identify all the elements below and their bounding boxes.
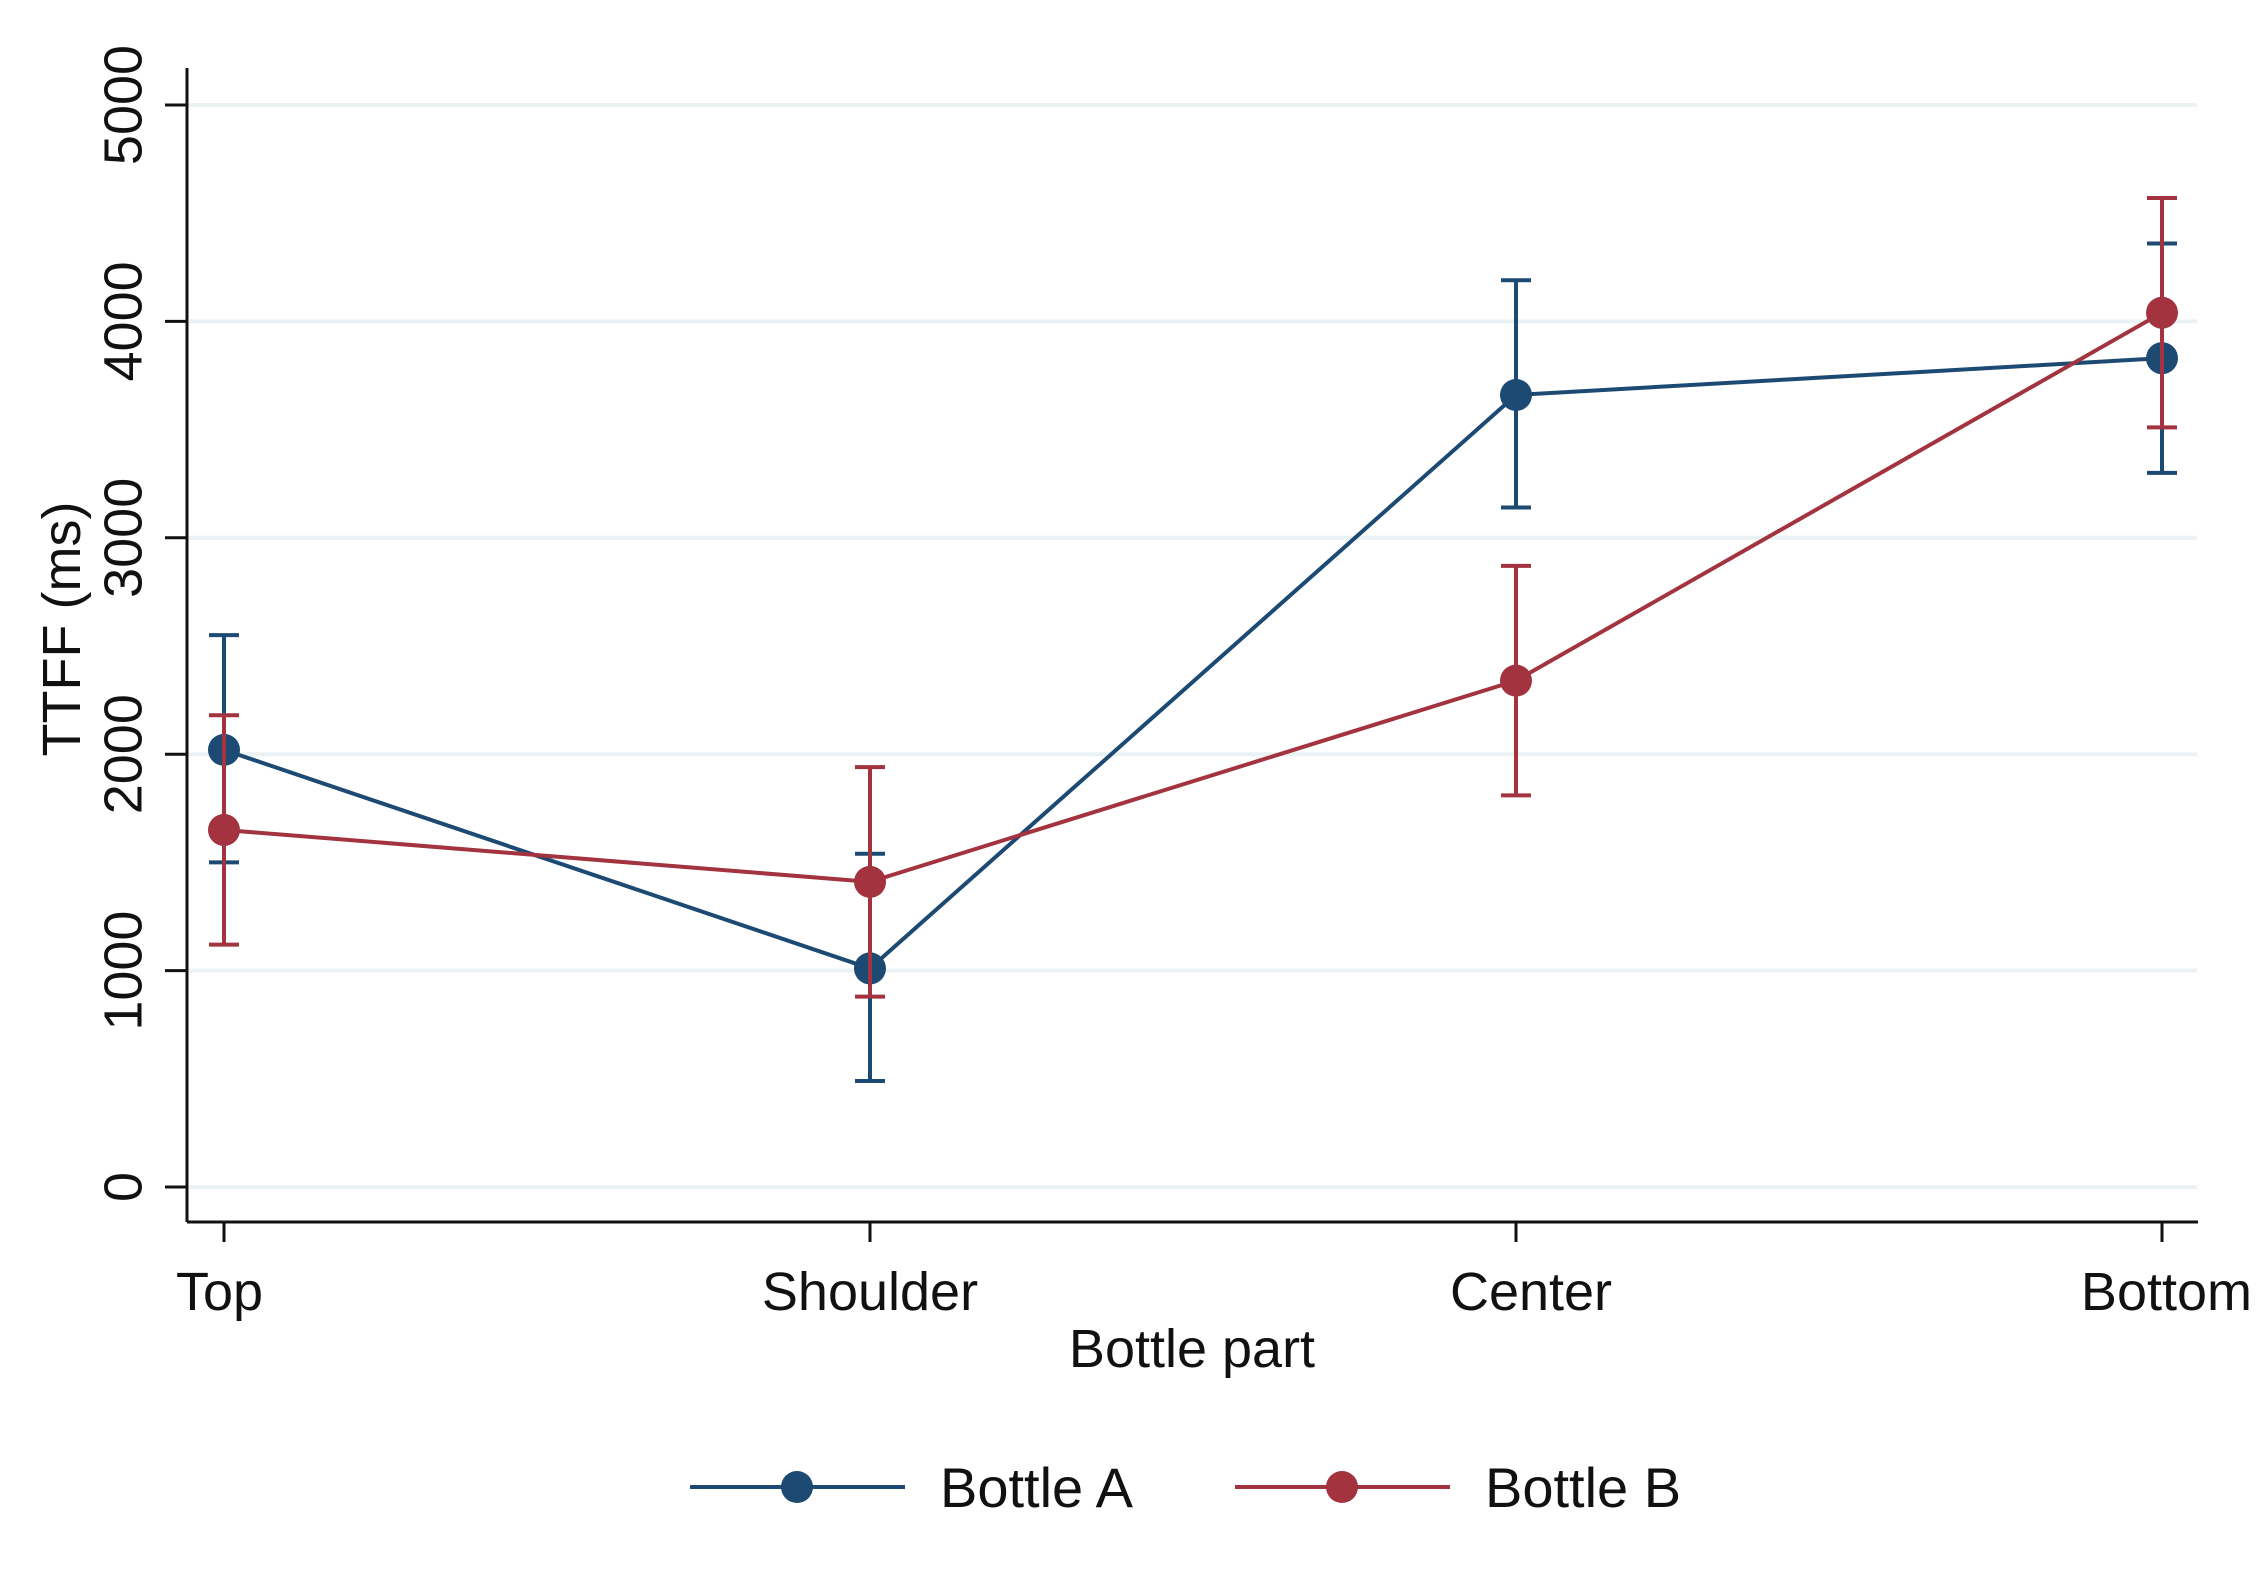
- y-tick-label-3000: 3000: [93, 478, 153, 598]
- legend-marker-bottle-b: [1326, 1471, 1358, 1503]
- y-tick-label-0: 0: [93, 1172, 153, 1202]
- data-point-bottle-b-bottom: [2146, 296, 2178, 329]
- axes: [185, 68, 2198, 1224]
- data-series: [208, 196, 2178, 1083]
- data-point-bottle-b-center: [1500, 664, 1532, 697]
- legend-label-bottle-a: Bottle A: [940, 1456, 1134, 1519]
- y-axis-ticks: 0 1000 2000 3000 4000 5000: [93, 45, 187, 1202]
- x-axis-title: Bottle part: [1069, 1319, 1315, 1379]
- legend-item-bottle-b: Bottle B: [1235, 1456, 1681, 1519]
- legend-label-bottle-b: Bottle B: [1485, 1456, 1681, 1519]
- data-point-bottle-a-center: [1500, 378, 1532, 411]
- legend-marker-bottle-a: [781, 1471, 813, 1503]
- legend: Bottle A Bottle B: [690, 1456, 1681, 1519]
- x-tick-label-top: Top: [176, 1262, 263, 1322]
- series-line-bottle-a: [223, 356, 2163, 971]
- data-point-bottle-b-shoulder: [854, 865, 886, 898]
- legend-item-bottle-a: Bottle A: [690, 1456, 1134, 1519]
- y-tick-label-2000: 2000: [93, 694, 153, 814]
- x-tick-label-center: Center: [1450, 1262, 1612, 1322]
- gridlines: [189, 103, 2197, 1189]
- y-tick-label-1000: 1000: [93, 911, 153, 1031]
- series-bottle-b: [208, 196, 2178, 999]
- series-line-bottle-b: [223, 311, 2163, 884]
- series-bottle-a: [208, 241, 2178, 1083]
- y-axis-title: TTFF (ms): [32, 502, 92, 757]
- y-tick-label-4000: 4000: [93, 261, 153, 381]
- y-tick-label-5000: 5000: [93, 45, 153, 165]
- x-tick-label-bottom: Bottom: [2081, 1262, 2252, 1322]
- data-point-bottle-b-top: [208, 813, 240, 846]
- x-axis-ticks: Top Shoulder Center Bottom: [176, 1222, 2252, 1322]
- x-tick-label-shoulder: Shoulder: [762, 1262, 978, 1322]
